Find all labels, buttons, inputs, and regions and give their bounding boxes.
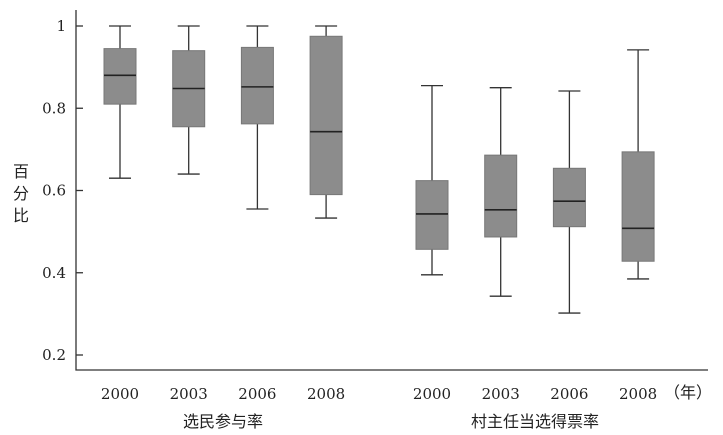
box-1-2003 xyxy=(484,87,518,297)
box-1-2006 xyxy=(552,90,586,314)
iqr-box xyxy=(552,167,586,228)
box-1-2008 xyxy=(621,49,655,280)
y-tick-label: 0.4 xyxy=(42,264,66,282)
iqr-box xyxy=(621,151,655,262)
iqr-box xyxy=(240,46,274,125)
group-label: 村主任当选得票率 xyxy=(471,412,599,431)
iqr-box xyxy=(484,154,518,238)
box-0-2006 xyxy=(240,25,274,210)
y-axis-label: 百分比 xyxy=(13,162,29,225)
x-tick-label: 2000 xyxy=(413,385,451,403)
iqr-box xyxy=(415,180,449,250)
boxes xyxy=(103,25,655,314)
labels: 百分比 2000 2003 2006 2008 选民参与率 2000 2003 2006 2008… xyxy=(13,162,712,431)
box-0-2003 xyxy=(172,25,206,175)
axes: 0.2 0.4 0.6 0.8 1 xyxy=(42,10,708,371)
y-tick-label: 0.6 xyxy=(42,182,66,200)
y-tick-label: 0.2 xyxy=(42,346,66,364)
box-1-2000 xyxy=(415,84,449,276)
x-unit-label: （年） xyxy=(664,383,712,402)
x-tick-label: 2008 xyxy=(307,385,345,403)
box-0-2008 xyxy=(309,25,343,219)
x-tick-label: 2006 xyxy=(550,385,588,403)
y-tick-label: 0.8 xyxy=(42,99,66,117)
group-label: 选民参与率 xyxy=(183,412,263,431)
iqr-box xyxy=(103,48,137,105)
y-tick-label: 1 xyxy=(56,17,66,35)
x-tick-label: 2008 xyxy=(619,385,657,403)
box-0-2000 xyxy=(103,25,137,179)
axis-frame xyxy=(75,10,708,371)
x-tick-label: 2003 xyxy=(170,385,208,403)
x-tick-label: 2000 xyxy=(101,385,139,403)
x-tick-label: 2003 xyxy=(482,385,520,403)
x-tick-label: 2006 xyxy=(238,385,276,403)
iqr-box xyxy=(309,35,343,196)
